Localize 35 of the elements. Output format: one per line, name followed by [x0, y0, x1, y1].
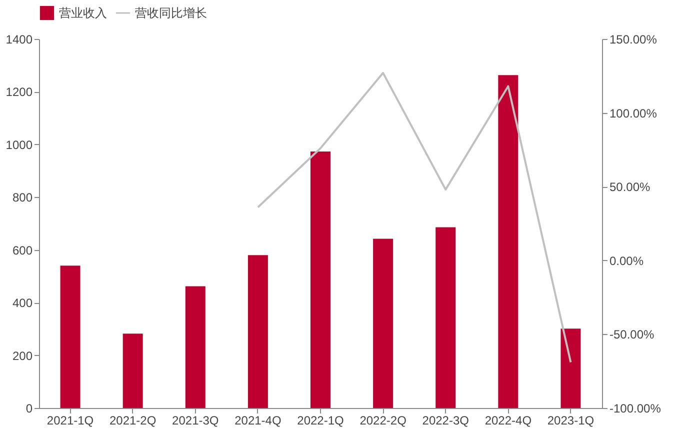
y2-tick-label: 50.00% [610, 180, 651, 194]
y-tick-label: 1200 [6, 85, 33, 100]
bar [60, 266, 80, 408]
x-tick-label: 2021-1Q [46, 414, 94, 428]
legend-label: 营业收入 [59, 6, 107, 20]
y-tick-label: 200 [12, 348, 33, 363]
x-tick-label: 2022-3Q [422, 414, 469, 428]
bar [436, 227, 456, 408]
x-tick-label: 2023-1Q [547, 414, 594, 428]
x-tick-label: 2021-4Q [234, 414, 282, 428]
y-tick-label: 600 [12, 243, 33, 258]
bar [560, 328, 581, 408]
x-tick-label: 2022-1Q [297, 414, 344, 428]
bar [185, 286, 206, 408]
line-series [256, 72, 572, 364]
bar [122, 334, 143, 408]
legend-label: 营收同比增长 [135, 6, 207, 20]
y-tick-label: 1400 [6, 32, 33, 46]
bar [310, 152, 330, 408]
bar [498, 75, 518, 408]
y2-tick-label: -50.00% [610, 328, 655, 342]
y-tick-label: 1000 [6, 138, 33, 152]
y-tick-label: 800 [12, 190, 33, 205]
x-tick-label: 2022-4Q [484, 414, 532, 428]
y2-tick-label: 0.00% [610, 254, 644, 268]
y2-tick-label: -100.00% [610, 402, 662, 416]
x-tick-label: 2021-2Q [109, 414, 156, 428]
y2-tick-label: 100.00% [610, 106, 658, 120]
y-tick-label: 0 [26, 402, 33, 416]
x-tick-label: 2022-2Q [360, 414, 406, 428]
bar [373, 238, 394, 408]
bar [248, 255, 268, 408]
y-tick-label: 400 [12, 296, 33, 310]
y2-tick-label: 150.00% [610, 32, 658, 46]
x-tick-label: 2021-3Q [172, 414, 219, 428]
